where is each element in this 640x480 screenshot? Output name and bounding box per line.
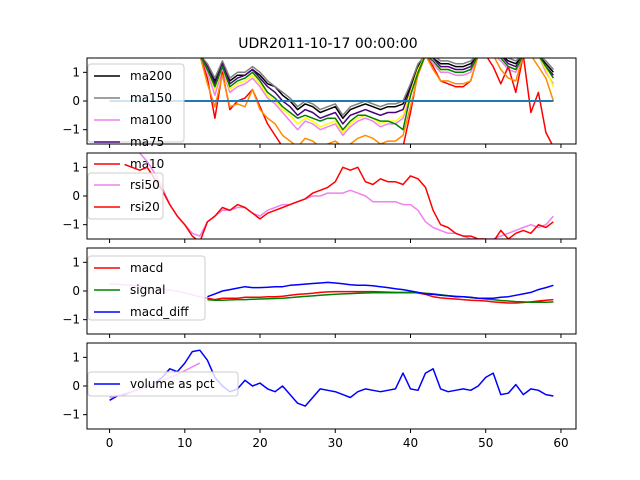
y-tick-label: −1 [62, 218, 80, 232]
series-line-unlabeled-5 [199, 58, 555, 144]
chart-title: UDR2011-10-17 00:00:00 [238, 36, 417, 52]
panel-rsi: −1 0 1 rsi50 rsi20 [62, 152, 577, 243]
legend-label: macd_diff [130, 305, 189, 319]
series-line-macd_diff [207, 281, 554, 299]
y-tick-label: 1 [72, 255, 80, 269]
panel-macd: −1 0 1 macd signal macd_diff [62, 247, 577, 338]
x-tick-label: 30 [328, 436, 343, 450]
y-tick-label: 1 [72, 160, 80, 174]
series-line-ma75 [200, 58, 554, 125]
legend: macd signal macd_diff [87, 255, 206, 321]
legend-label: ma10 [130, 157, 164, 171]
y-tick-label: −1 [62, 123, 80, 137]
series-line-ma150 [201, 58, 554, 117]
legend-label: ma100 [130, 113, 172, 127]
legend-label: ma150 [130, 91, 172, 105]
series-line-ma200 [200, 58, 554, 119]
legend-label: macd [130, 261, 163, 275]
series-line-rsi50 [137, 153, 554, 239]
series-line-volume as pct [109, 349, 554, 407]
x-tick-label: 40 [403, 436, 418, 450]
legend: rsi50 rsi20 [87, 172, 164, 220]
y-tick-label: −1 [62, 408, 80, 422]
y-tick-label: 0 [72, 189, 80, 203]
legend-label: ma200 [130, 69, 172, 83]
x-tick-label: 60 [553, 436, 568, 450]
legend: ma200 ma150 ma100 ma75 ma10 [87, 63, 185, 171]
y-tick-label: 1 [72, 350, 80, 364]
x-tick-label: 10 [177, 436, 192, 450]
series-line-macd [207, 290, 554, 304]
x-tick-label: 20 [252, 436, 267, 450]
legend: volume as pct [87, 371, 239, 397]
y-tick-label: 0 [72, 379, 80, 393]
legend-label: volume as pct [130, 377, 215, 391]
legend-box [87, 371, 239, 397]
series-group [124, 153, 554, 239]
series-line-rsi20 [124, 163, 554, 239]
legend-label: signal [130, 283, 166, 297]
series-line-unlabeled-6 [200, 58, 555, 134]
x-tick-label: 50 [478, 436, 493, 450]
legend-box [87, 63, 185, 143]
y-tick-label: −1 [62, 313, 80, 327]
series-line-unlabeled-7 [200, 58, 555, 131]
panel-ma: −1 0 1 ma200 ma150 ma100 ma75 ma10 [62, 57, 577, 171]
legend-label: rsi50 [130, 178, 160, 192]
y-tick-label: 0 [72, 94, 80, 108]
legend-box [87, 255, 206, 321]
y-tick-label: 0 [72, 284, 80, 298]
panels: −1 0 1 ma200 ma150 ma100 ma75 ma10 −1 0 1 rsi50 rsi2… [62, 57, 577, 450]
legend-label: ma75 [130, 135, 164, 149]
legend-label: rsi20 [130, 200, 160, 214]
series-line-ma100 [200, 58, 555, 137]
series-line-signal [207, 291, 554, 303]
x-tick-label: 0 [106, 436, 114, 450]
y-tick-label: 1 [72, 65, 80, 79]
